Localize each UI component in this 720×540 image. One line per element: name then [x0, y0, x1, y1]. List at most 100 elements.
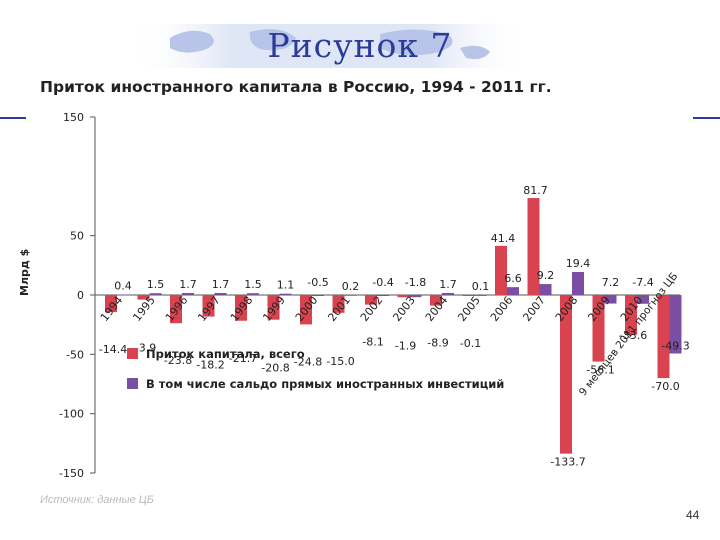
data-label-total: -20.8	[261, 362, 289, 375]
data-label-total: -14.4	[99, 343, 127, 356]
bar-fdi	[117, 294, 129, 296]
data-label-total: -15.0	[326, 355, 354, 368]
data-label-fdi: -0.4	[372, 276, 393, 289]
bar-fdi	[669, 295, 682, 354]
bar-fdi	[507, 287, 519, 295]
x-tick-label: 2006	[488, 294, 515, 324]
x-tick-label: 2008	[553, 294, 580, 324]
bar-total	[105, 295, 117, 313]
x-tick-label: 1997	[195, 294, 222, 324]
data-label-total: -33.6	[619, 329, 647, 342]
bar-fdi	[312, 295, 324, 296]
data-label-total: -133.7	[550, 456, 585, 469]
bar-fdi	[409, 295, 422, 298]
data-label-fdi: -1.8	[405, 276, 426, 289]
data-label-fdi: 1.5	[147, 278, 165, 291]
data-label-total: -23.8	[164, 354, 192, 367]
bar-fdi	[637, 295, 649, 304]
legend-item-total: Приток капитала, всего	[127, 347, 305, 361]
title-rule-right	[693, 117, 720, 119]
data-label-fdi: 1.5	[244, 278, 262, 291]
bar-total	[430, 295, 442, 306]
bar-fdi	[344, 294, 357, 296]
x-tick-label: 1996	[163, 294, 190, 324]
data-label-total: -21.7	[229, 352, 257, 365]
data-label-total: -70.0	[651, 380, 679, 393]
data-label-total: -3.9	[135, 342, 156, 355]
data-label-fdi: 7.2	[602, 276, 620, 289]
bar-total	[202, 295, 215, 317]
y-tick-label: 0	[77, 289, 84, 302]
data-label-total: -18.2	[196, 359, 224, 372]
data-label-fdi: 6.6	[504, 272, 522, 285]
data-label-total: -24.8	[294, 355, 322, 368]
bar-total	[462, 295, 475, 296]
bar-total	[495, 245, 507, 295]
x-tick-label: 1995	[130, 294, 157, 324]
data-label-fdi: 0.1	[472, 280, 490, 293]
bar-total	[267, 295, 280, 320]
legend-item-fdi: В том числе сальдо прямых иностранных ин…	[127, 377, 504, 391]
y-tick-label: 50	[70, 230, 84, 243]
data-label-total: -8.9	[427, 337, 448, 350]
bar-fdi	[572, 271, 584, 295]
legend-label-fdi: В том числе сальдо прямых иностранных ин…	[146, 377, 505, 391]
y-tick-label: 150	[63, 111, 84, 124]
data-label-fdi: 0.4	[114, 280, 132, 293]
x-tick-label: 1994	[98, 294, 125, 324]
x-tick-label: 2004	[423, 294, 450, 324]
bar-fdi	[182, 292, 194, 295]
bar-fdi	[539, 284, 552, 295]
bar-total	[527, 198, 540, 295]
legend-swatch-total	[127, 348, 138, 359]
source-note: Источник: данные ЦБ	[40, 494, 154, 506]
x-tick-label: 2003	[390, 294, 417, 324]
data-label-total: -8.1	[362, 336, 383, 349]
title-rule-left	[0, 117, 26, 119]
x-tick-label: 2000	[293, 294, 320, 324]
data-label-fdi: 19.4	[566, 257, 591, 270]
chart-title: Приток иностранного капитала в Россию, 1…	[40, 78, 552, 96]
slide-title: Рисунок 7	[267, 26, 453, 65]
data-label-fdi: -49.3	[661, 340, 689, 353]
bar-fdi	[149, 293, 162, 295]
data-label-fdi: 0.2	[342, 280, 360, 293]
y-axis-label: Млрд $	[18, 248, 31, 296]
x-tick-label: 2002	[358, 294, 385, 324]
data-label-total: -0.1	[460, 337, 481, 350]
bar-fdi	[247, 293, 259, 295]
bar-fdi	[377, 295, 389, 296]
y-tick-label: -50	[66, 348, 84, 361]
page-number: 44	[686, 508, 700, 522]
bar-fdi	[214, 292, 227, 295]
bar-total	[657, 295, 670, 379]
x-tick-label: 2005	[455, 294, 482, 324]
y-tick-label: -150	[59, 467, 84, 480]
x-tick-label: 1999	[260, 294, 287, 324]
world-map-banner	[130, 24, 530, 68]
bar-total	[235, 295, 247, 321]
data-label-total: 81.7	[523, 184, 548, 197]
bar-total	[560, 295, 572, 454]
legend-label-total: Приток капитала, всего	[146, 347, 305, 361]
x-tick-label: 1998	[228, 294, 255, 324]
data-label-fdi: -7.4	[632, 276, 653, 289]
bar-total	[592, 295, 605, 362]
bar-total	[137, 295, 150, 300]
y-tick-label: -100	[59, 408, 84, 421]
data-label-total: 41.4	[491, 232, 516, 245]
data-label-fdi: 1.7	[179, 278, 197, 291]
bar-total	[397, 295, 410, 298]
bar-total	[170, 295, 182, 324]
bar-total	[365, 295, 377, 305]
bar-total	[625, 295, 637, 335]
bar-total	[332, 295, 345, 313]
x-tick-label: 2007	[520, 294, 547, 324]
data-label-fdi: -0.5	[307, 276, 328, 289]
bar-fdi	[604, 295, 617, 304]
bar-fdi	[474, 294, 487, 296]
data-label-fdi: 1.7	[212, 278, 230, 291]
data-label-fdi: 1.1	[277, 279, 295, 292]
